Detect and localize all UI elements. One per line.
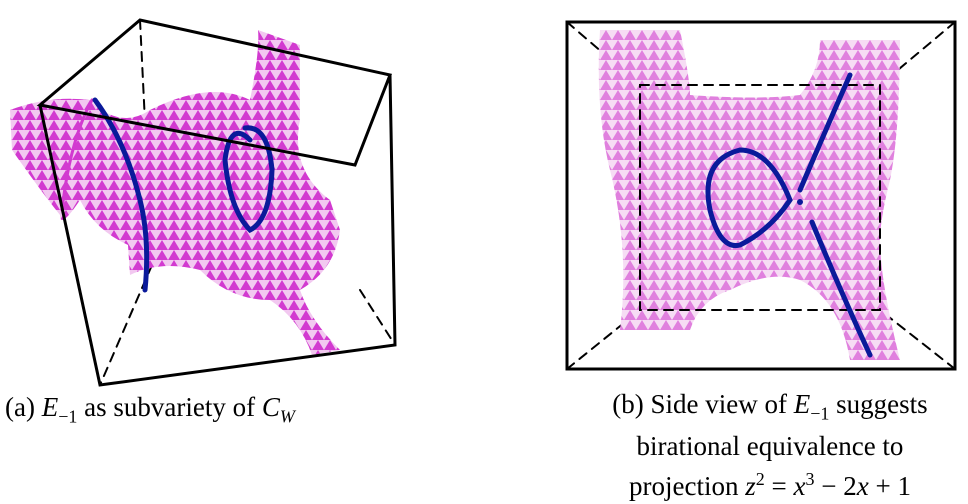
- caption-text: suggests: [829, 389, 927, 419]
- page: (a) E−1 as subvariety of CW (b) Side vie…: [0, 0, 968, 504]
- math: E: [794, 389, 811, 419]
- caption-text: (a): [5, 392, 42, 422]
- math: E: [42, 392, 59, 422]
- caption-a: (a) E−1 as subvariety of CW: [5, 392, 295, 427]
- math: − 2: [815, 471, 857, 501]
- math: x: [857, 471, 869, 501]
- math: =: [765, 471, 794, 501]
- math-sub: −1: [810, 403, 829, 423]
- caption-text: birational equivalence to: [637, 431, 904, 461]
- caption-b: (b) Side view of E−1 suggests birational…: [580, 388, 960, 503]
- caption-line: projection z2 = x3 − 2x + 1: [580, 463, 960, 503]
- math-sup: 2: [756, 469, 765, 489]
- caption-text: (b) Side view of: [612, 389, 793, 419]
- caption-line: (b) Side view of E−1 suggests: [580, 388, 960, 430]
- math-sub: −1: [58, 406, 77, 426]
- caption-text: projection: [629, 471, 745, 501]
- caption-line: birational equivalence to: [580, 430, 960, 463]
- figure-b-render: [567, 22, 955, 369]
- math-sup: 3: [806, 469, 815, 489]
- math: C: [262, 392, 280, 422]
- math: + 1: [869, 471, 911, 501]
- caption-text: as subvariety of: [77, 392, 261, 422]
- figure-a-render: [10, 20, 395, 385]
- math-sub: W: [280, 406, 295, 426]
- math: x: [794, 471, 806, 501]
- math: z: [745, 471, 756, 501]
